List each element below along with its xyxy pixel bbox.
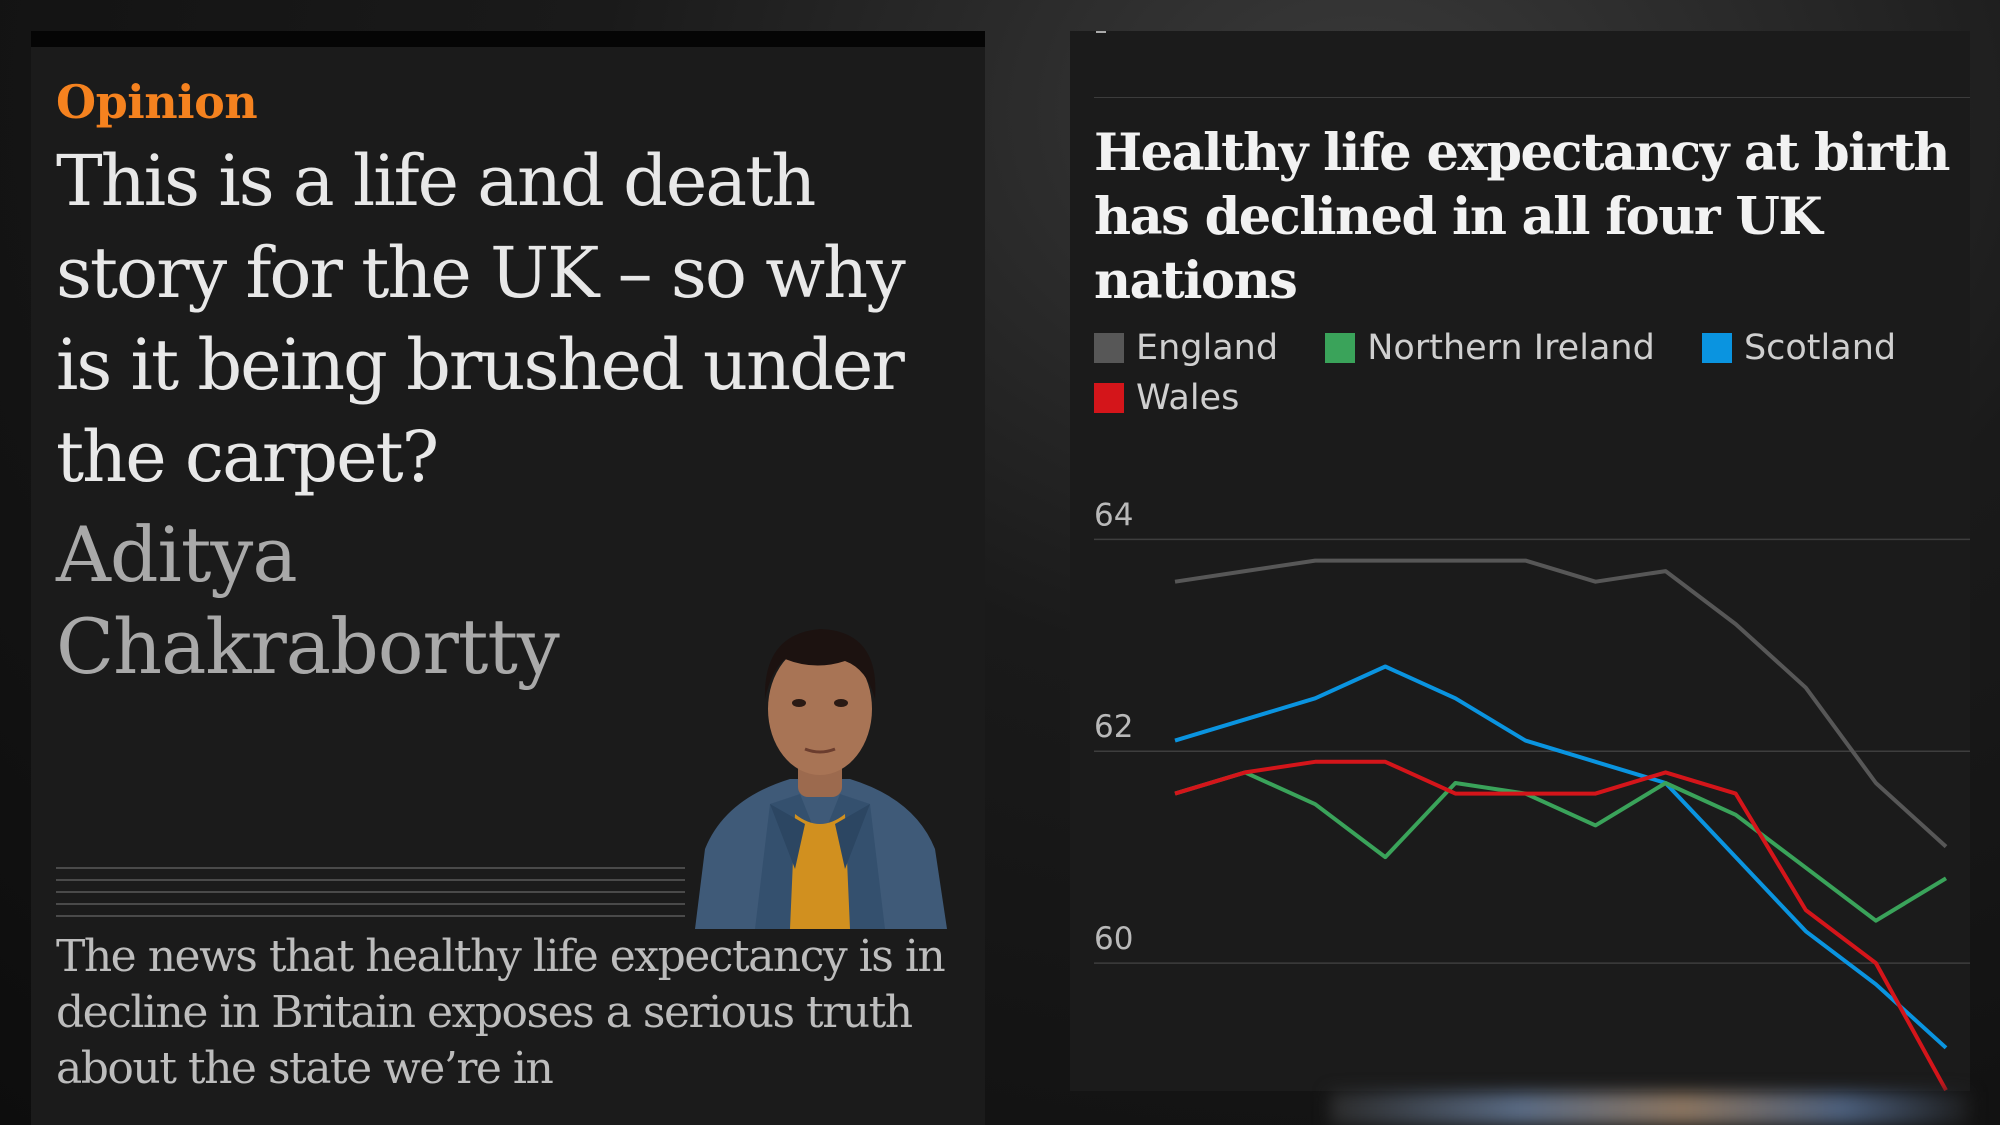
legend-swatch-england — [1094, 333, 1124, 363]
article-standfirst: The news that healthy life expectancy is… — [56, 931, 946, 1094]
line-chart: 60 62 64 — [1094, 497, 1970, 1092]
legend-label-wales: Wales — [1136, 378, 1240, 418]
y-tick-label: 64 — [1094, 497, 1133, 533]
series-line-scotland[interactable] — [1174, 664, 1948, 1050]
chart-legend: England Northern Ireland Scotland Wales — [1094, 323, 1954, 423]
y-tick-label: 60 — [1094, 921, 1133, 957]
article-card[interactable]: Opinion This is a life and death story f… — [31, 31, 985, 1125]
legend-label-england: England — [1136, 328, 1279, 368]
legend-item-england[interactable]: England — [1094, 323, 1278, 373]
author-portrait — [685, 599, 953, 929]
legend-swatch-scotland — [1701, 333, 1732, 363]
legend-item-scotland[interactable]: Scotland — [1701, 323, 1897, 373]
blurred-background-strip — [1330, 1092, 1970, 1125]
chart-title: Healthy life expectancy at birth has dec… — [1094, 123, 1951, 311]
legend-label-scotland: Scotland — [1743, 328, 1897, 368]
opinion-kicker: Opinion — [56, 75, 258, 129]
legend-swatch-northern-ireland — [1325, 333, 1356, 363]
legend-item-wales[interactable]: Wales — [1094, 373, 1239, 423]
y-tick-label: 62 — [1094, 709, 1133, 745]
article-headline[interactable]: This is a life and death story for the U… — [56, 140, 906, 498]
series-line-england[interactable] — [1174, 558, 1948, 849]
legend-swatch-wales — [1094, 383, 1124, 413]
top-tick-mark — [1096, 31, 1106, 33]
author-byline[interactable]: Aditya Chakrabortty — [56, 510, 560, 691]
legend-label-northern-ireland: Northern Ireland — [1367, 328, 1655, 368]
chart-card: Healthy life expectancy at birth has dec… — [1070, 31, 1970, 1092]
series-line-wales[interactable] — [1174, 759, 1948, 1092]
top-divider — [1094, 97, 1970, 98]
decorative-rules — [56, 867, 721, 923]
legend-item-northern-ireland[interactable]: Northern Ireland — [1325, 323, 1655, 373]
series-line-northern-ireland[interactable] — [1174, 770, 1948, 923]
